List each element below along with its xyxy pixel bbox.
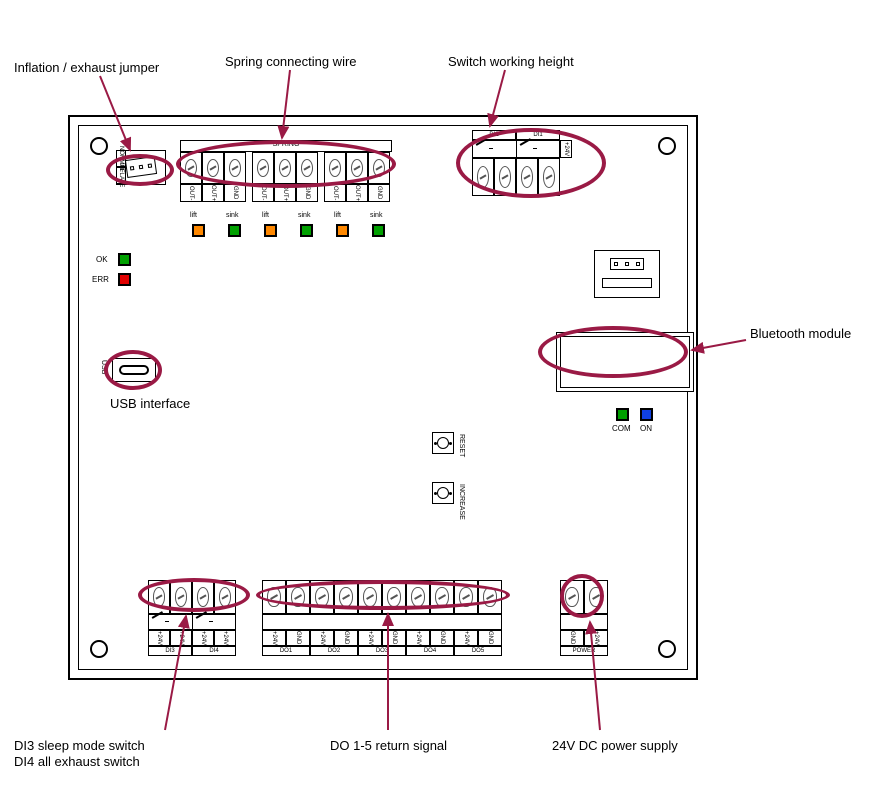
power-pin-label: GND: [560, 630, 584, 646]
di-top-terminals[interactable]: [472, 158, 560, 196]
di-pin-label: +24V: [192, 630, 214, 646]
err-led-label: ERR: [92, 275, 109, 284]
lift-sink-label: lift: [334, 212, 341, 219]
highlight-usb: [104, 350, 162, 390]
lift-sink-led: [336, 224, 349, 237]
com-led-label: COM: [612, 424, 631, 433]
di-pin-label: +24V: [214, 630, 236, 646]
term-label: OUT-: [180, 184, 202, 202]
term-label: OUT+: [274, 184, 296, 202]
term-label: GND: [224, 184, 246, 202]
lift-sink-label: sink: [298, 212, 310, 219]
do-group-label: DO4: [406, 646, 454, 656]
do-pin-label: +24V: [358, 630, 382, 646]
do-pin-label: +24V: [406, 630, 430, 646]
do-group-label: DO2: [310, 646, 358, 656]
label-bluetooth: Bluetooth module: [750, 326, 851, 341]
do-pin-label: +24V: [262, 630, 286, 646]
term-label: OUT+: [202, 184, 224, 202]
spring-back-label: SPRING: [180, 140, 392, 152]
term-label: OUT-: [252, 184, 274, 202]
do-pin-label: GND: [430, 630, 454, 646]
label-spring: Spring connecting wire: [225, 54, 357, 69]
do-pin-label: GND: [382, 630, 406, 646]
di-pin-label: +24V: [560, 140, 572, 158]
do-mid-strip: [262, 614, 502, 630]
bluetooth-module-inner: [560, 336, 690, 388]
lift-sink-led: [192, 224, 205, 237]
di-switch-row: [472, 140, 560, 158]
button-increase[interactable]: [432, 482, 454, 504]
term-label: OUT+: [346, 184, 368, 202]
do-terminals[interactable]: [262, 580, 502, 614]
lift-sink-led: [264, 224, 277, 237]
do-pin-label: GND: [478, 630, 502, 646]
mounting-hole: [658, 137, 676, 155]
lift-sink-led: [372, 224, 385, 237]
di-pin-label: +24V: [170, 630, 192, 646]
di-group-label: DI3: [148, 646, 192, 656]
do-group-label: DO5: [454, 646, 502, 656]
button-reset[interactable]: [432, 432, 454, 454]
label-24v: 24V DC power supply: [552, 738, 678, 753]
do-pin-label: GND: [286, 630, 310, 646]
label-di4: DI4 all exhaust switch: [14, 754, 140, 769]
lift-sink-led: [300, 224, 313, 237]
err-led: [118, 273, 131, 286]
mounting-hole: [658, 640, 676, 658]
term-label: GND: [296, 184, 318, 202]
do-pin-labels: +24VGND+24VGND+24VGND+24VGND+24VGND: [262, 630, 502, 646]
label-inflation: Inflation / exhaust jumper: [14, 60, 159, 75]
button-reset-label: RESET: [458, 434, 465, 457]
mounting-hole: [90, 137, 108, 155]
term-label: GND: [368, 184, 390, 202]
do-pin-label: GND: [334, 630, 358, 646]
lift-sink-label: sink: [370, 212, 382, 219]
jumper-pin-label: INFLATE: [116, 167, 126, 184]
label-do15: DO 1-5 return signal: [330, 738, 447, 753]
spring-terminals[interactable]: [180, 152, 390, 184]
on-led: [640, 408, 653, 421]
do-group-labels: DO1DO2DO3DO4DO5: [262, 646, 502, 656]
on-led-label: ON: [640, 424, 652, 433]
power-pin-label: +24V: [584, 630, 608, 646]
do-group-label: DO1: [262, 646, 310, 656]
do-pin-label: +24V: [310, 630, 334, 646]
do-pin-label: +24V: [454, 630, 478, 646]
lift-sink-label: sink: [226, 212, 238, 219]
aux-connector[interactable]: [610, 258, 644, 270]
ok-led: [118, 253, 131, 266]
com-led: [616, 408, 629, 421]
label-switch-height: Switch working height: [448, 54, 574, 69]
ok-led-label: OK: [96, 255, 108, 264]
lift-sink-label: lift: [262, 212, 269, 219]
di-pin-label: +24V: [148, 630, 170, 646]
do-group-label: DO3: [358, 646, 406, 656]
aux-label-box: [602, 278, 652, 288]
button-increase-label: INCREASE: [458, 484, 465, 520]
highlight-power: [560, 574, 604, 618]
di-group-label: DI4: [192, 646, 236, 656]
mounting-hole: [90, 640, 108, 658]
lift-sink-label: lift: [190, 212, 197, 219]
di34-switch-row: [148, 614, 236, 630]
di-label: DI1: [516, 130, 560, 140]
di-label: DI2: [472, 130, 516, 140]
power-group-label: POWER: [560, 646, 608, 656]
term-label: OUT-: [324, 184, 346, 202]
di34-terminals[interactable]: [148, 580, 236, 614]
lift-sink-led: [228, 224, 241, 237]
label-di3: DI3 sleep mode switch: [14, 738, 145, 753]
